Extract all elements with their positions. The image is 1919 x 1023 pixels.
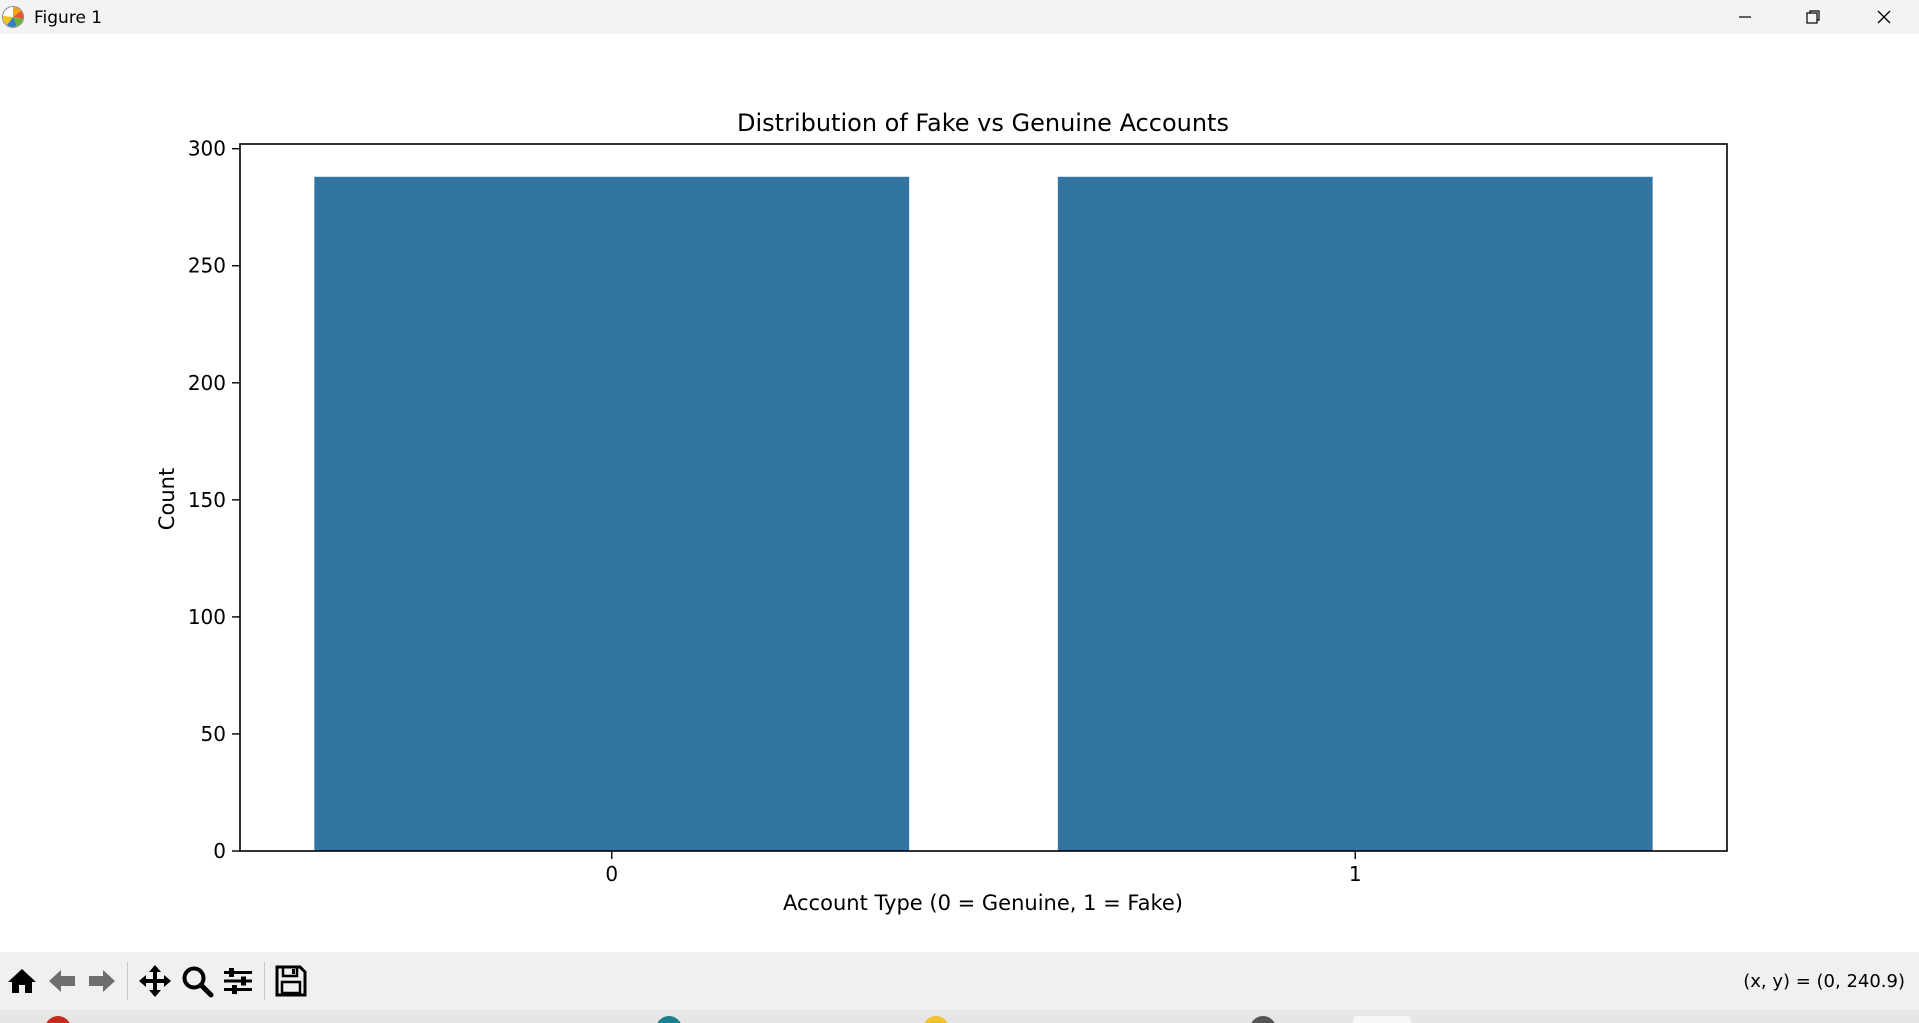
plot-frame (239, 143, 1728, 852)
pan-button[interactable] (136, 961, 174, 1001)
toolbar-separator (264, 962, 265, 1000)
bar-1 (1057, 176, 1653, 851)
chart-title: Distribution of Fake vs Genuine Accounts (737, 109, 1229, 137)
navigation-toolbar: (x, y) = (0, 240.9) (0, 952, 1919, 1010)
taskbar-app-icon[interactable] (1353, 1016, 1411, 1023)
restore-icon (1806, 10, 1820, 24)
home-icon (8, 969, 36, 993)
y-tick-label: 200 (188, 371, 226, 395)
cursor-coordinates: (x, y) = (0, 240.9) (1743, 971, 1905, 992)
window-title: Figure 1 (34, 8, 103, 28)
y-tick-label: 0 (213, 839, 226, 863)
y-tick-label: 50 (201, 722, 226, 746)
y-tick-label: 150 (188, 488, 226, 512)
save-floppy-icon (275, 965, 307, 997)
bar-chart: Distribution of Fake vs Genuine Accounts… (155, 109, 1728, 915)
matplotlib-logo-icon (2, 6, 24, 28)
minimize-button[interactable] (1716, 0, 1774, 34)
configure-subplots-icon (224, 968, 252, 994)
forward-arrow-icon (89, 970, 115, 992)
home-button[interactable] (3, 961, 41, 1001)
y-tick-label: 250 (188, 254, 226, 278)
toolbar-separator (127, 962, 128, 1000)
window-titlebar: Figure 1 (0, 0, 1919, 34)
zoom-magnifier-icon (182, 966, 214, 998)
close-button[interactable] (1855, 0, 1913, 34)
save-button[interactable] (272, 961, 310, 1001)
taskbar-strip (0, 1010, 1919, 1023)
configure-subplots-button[interactable] (219, 961, 257, 1001)
y-axis-label: Count (155, 468, 179, 530)
x-tick-label: 1 (1349, 862, 1362, 886)
zoom-button[interactable] (178, 961, 216, 1001)
close-icon (1877, 10, 1891, 24)
x-axis-label: Account Type (0 = Genuine, 1 = Fake) (783, 891, 1183, 915)
taskbar-app-icon[interactable] (1250, 1016, 1276, 1023)
y-tick-label: 300 (188, 137, 226, 161)
forward-button[interactable] (83, 961, 121, 1001)
taskbar-app-icon[interactable] (923, 1016, 949, 1023)
pan-move-icon (139, 965, 171, 997)
maximize-button[interactable] (1784, 0, 1842, 34)
minimize-icon (1739, 16, 1751, 18)
y-tick-label: 100 (188, 605, 226, 629)
x-tick-label: 0 (605, 862, 618, 886)
back-arrow-icon (49, 970, 75, 992)
taskbar-app-icon[interactable] (45, 1016, 71, 1023)
back-button[interactable] (43, 961, 81, 1001)
taskbar-app-icon[interactable] (656, 1016, 682, 1023)
bar-0 (314, 176, 910, 851)
figure-canvas[interactable]: Distribution of Fake vs Genuine Accounts… (0, 34, 1919, 952)
